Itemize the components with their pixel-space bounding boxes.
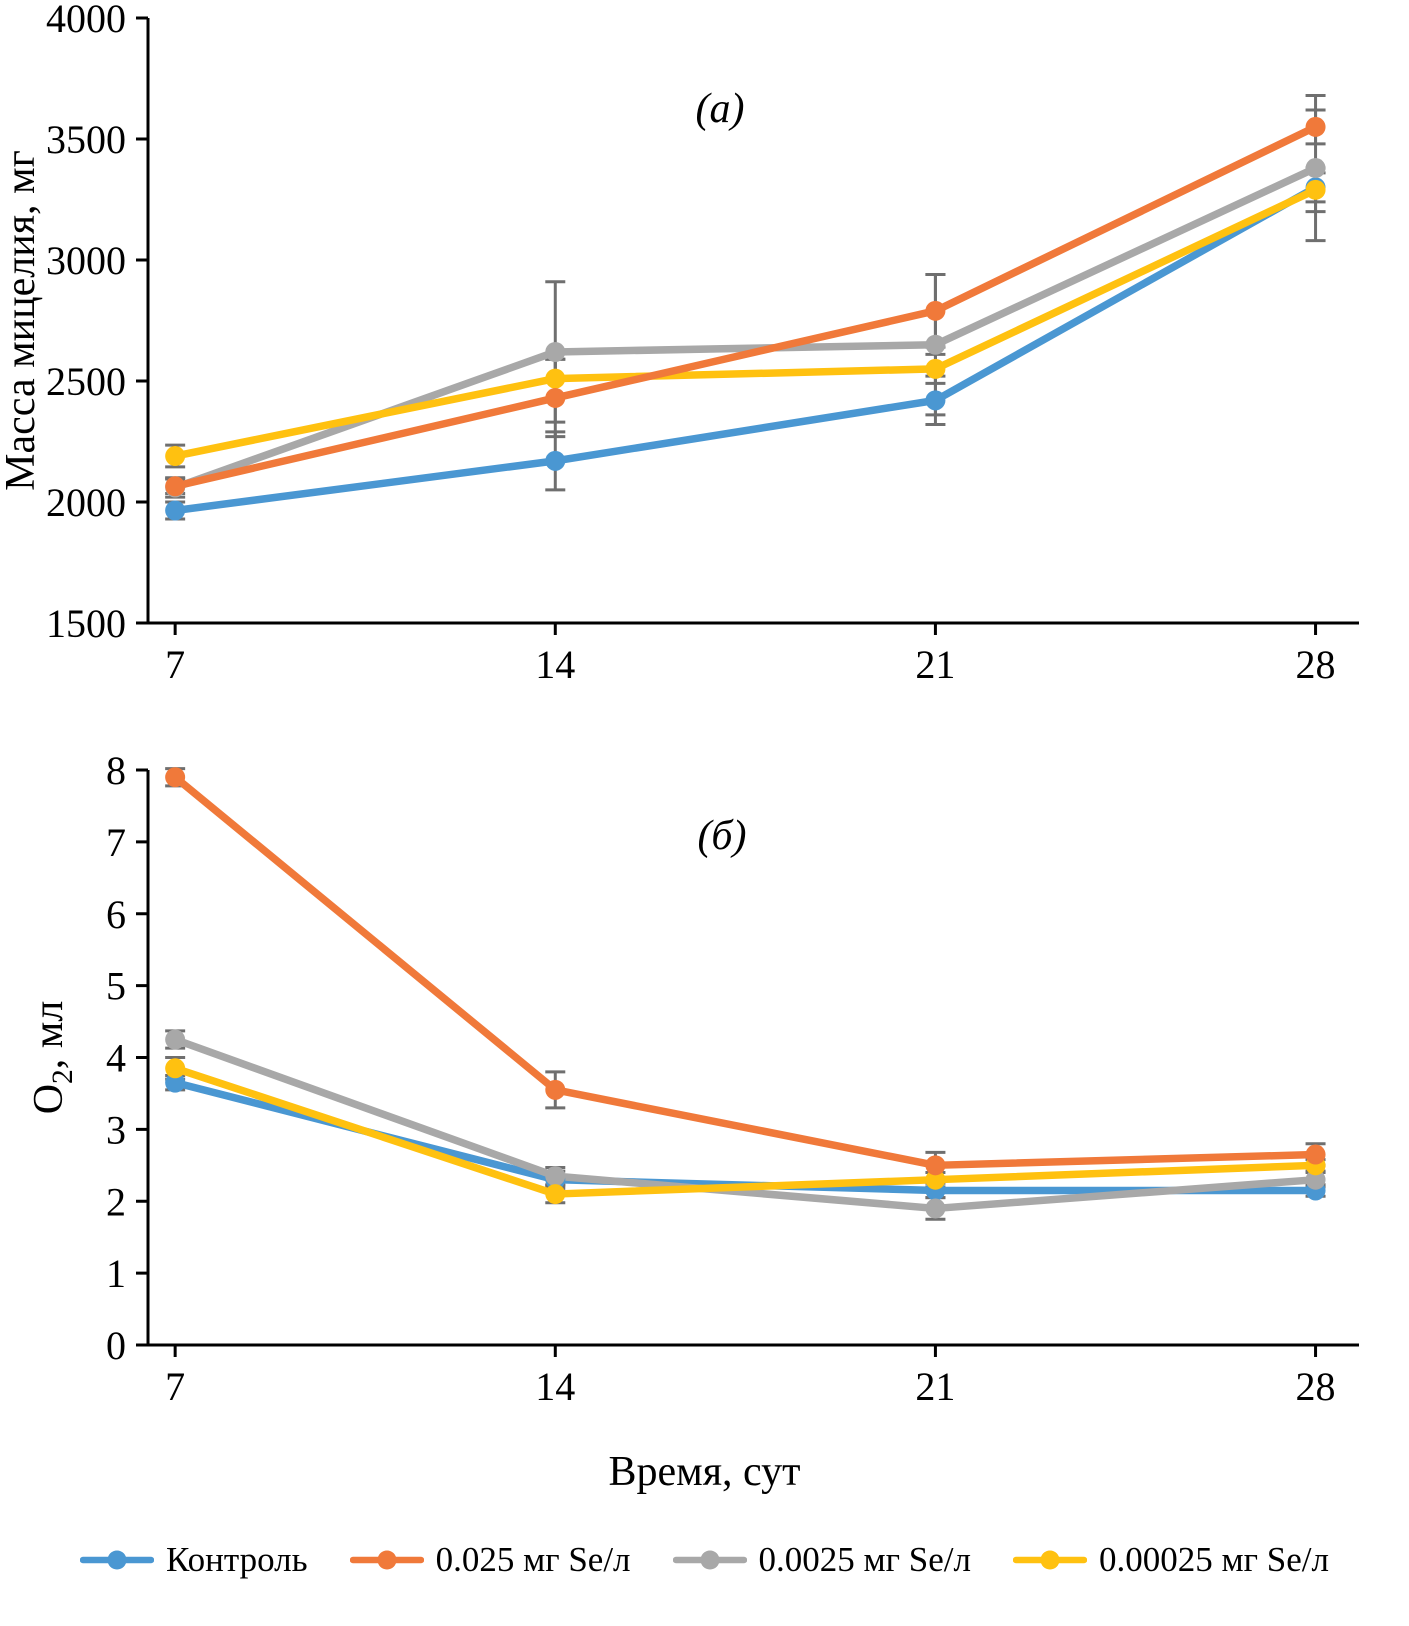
x-tick-label: 14 xyxy=(535,642,575,687)
legend-label-se-0025: 0.025 мг Se/л xyxy=(435,1540,631,1579)
series-marker xyxy=(925,358,946,379)
legend-label-control: Контроль xyxy=(166,1540,308,1579)
y-tick-label: 6 xyxy=(106,892,126,937)
legend-marker-se-000025 xyxy=(1012,1550,1087,1570)
y-tick-label: 0 xyxy=(106,1323,126,1368)
y-tick-label: 4000 xyxy=(46,0,126,41)
y-tick-label: 2 xyxy=(106,1179,126,1224)
legend-item-se-00025: 0.0025 мг Se/л xyxy=(672,1540,971,1580)
x-axis-title: Время, сут xyxy=(608,1449,801,1495)
x-tick-label: 21 xyxy=(915,1364,955,1409)
legend-marker-control xyxy=(80,1550,155,1570)
legend-marker-se-00025 xyxy=(672,1550,747,1570)
panel-label: (а) xyxy=(696,86,745,132)
y-tick-label: 1 xyxy=(106,1251,126,1296)
series-marker xyxy=(165,1058,186,1079)
series-marker xyxy=(165,476,186,497)
legend: Контроль 0.025 мг Se/л 0.0025 мг Se/л 0.… xyxy=(0,1540,1409,1580)
panel-label: (б) xyxy=(697,813,746,859)
series-marker xyxy=(925,390,946,411)
series-marker xyxy=(165,1072,186,1093)
series-line xyxy=(171,1035,1320,1213)
legend-marker-se-0025 xyxy=(349,1550,424,1570)
series-marker xyxy=(925,1169,946,1190)
series-marker xyxy=(165,767,186,788)
y-tick-label: 2500 xyxy=(46,359,126,404)
series-marker xyxy=(925,1155,946,1176)
x-tick-label: 28 xyxy=(1296,1364,1336,1409)
x-tick-label: 28 xyxy=(1296,642,1336,687)
y-tick-label: 8 xyxy=(106,752,126,793)
series-marker xyxy=(925,300,946,321)
series-marker xyxy=(1305,116,1326,137)
series-marker xyxy=(165,1029,186,1050)
series-line xyxy=(171,186,1320,460)
series-marker xyxy=(1305,179,1326,200)
y-tick-label: 2000 xyxy=(46,480,126,525)
x-tick-label: 7 xyxy=(165,1364,185,1409)
series-marker xyxy=(545,1184,566,1205)
legend-item-se-000025: 0.00025 мг Se/л xyxy=(1012,1540,1329,1580)
series-line xyxy=(171,123,1320,491)
legend-item-se-0025: 0.025 мг Se/л xyxy=(349,1540,631,1580)
series-marker xyxy=(545,341,566,362)
series-marker xyxy=(1305,158,1326,179)
series-line xyxy=(171,164,1320,492)
series-marker xyxy=(1305,1144,1326,1165)
legend-label-se-000025: 0.00025 мг Se/л xyxy=(1098,1540,1329,1579)
chart-panel-b: 0 1 2 3 4 5 6 7 8 7 14 21 28 (б) O2, мл xyxy=(26,752,1359,1409)
y-tick-label: 3 xyxy=(106,1107,126,1152)
series-marker xyxy=(1305,1169,1326,1190)
series-marker xyxy=(165,500,186,521)
y-tick-label: 7 xyxy=(106,820,126,865)
x-tick-label: 21 xyxy=(915,642,955,687)
series-marker xyxy=(545,368,566,389)
y-tick-label: 1500 xyxy=(46,601,126,646)
chart-panel-a: 1500 2000 2500 3000 3500 4000 7 14 21 28 (а) Масса … xyxy=(0,0,1359,687)
y-axis-title: O2, мл xyxy=(26,1001,79,1115)
series-marker xyxy=(925,334,946,355)
series-marker xyxy=(165,446,186,467)
series-marker xyxy=(545,387,566,408)
series-marker xyxy=(545,450,566,471)
x-tick-label: 7 xyxy=(165,642,185,687)
y-tick-label: 5 xyxy=(106,964,126,1009)
y-tick-label: 3000 xyxy=(46,238,126,283)
series-marker xyxy=(925,1198,946,1219)
y-tick-label: 4 xyxy=(106,1036,126,1081)
x-tick-label: 14 xyxy=(535,1364,575,1409)
series-line xyxy=(171,773,1320,1170)
series-marker xyxy=(545,1079,566,1100)
legend-label-se-00025: 0.0025 мг Se/л xyxy=(758,1540,971,1579)
legend-item-control: Контроль xyxy=(80,1540,308,1580)
y-axis-title: Масса мицелия, мг xyxy=(0,150,44,491)
series-marker xyxy=(545,1166,566,1187)
series-line xyxy=(171,183,1320,515)
series-line xyxy=(171,1064,1320,1198)
y-tick-label: 3500 xyxy=(46,117,126,162)
